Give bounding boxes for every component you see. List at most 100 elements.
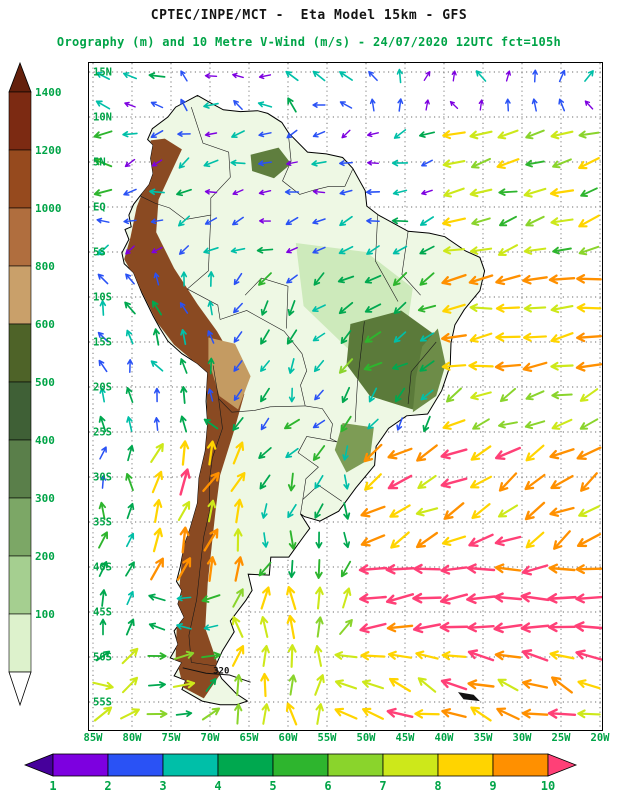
lon-label: 35W [473,732,493,744]
wind-arrow [548,563,576,574]
wind-arrow [551,676,573,694]
wind-arrow [95,71,111,80]
wind-scale-label: 9 [489,779,497,793]
wind-arrow [124,301,136,315]
wind-arrow [123,72,137,80]
wind-arrow [262,532,269,548]
wind-arrow [180,271,188,287]
wind-arrow [392,362,408,371]
wind-arrow [258,160,272,167]
wind-arrow [531,98,538,112]
wind-arrow [385,564,415,575]
lat-label: 10S [93,292,112,304]
wind-arrow [584,70,594,82]
wind-arrow [148,622,166,631]
wind-arrow [339,160,353,167]
wind-arrow [442,303,466,314]
wind-arrow [495,274,521,286]
wind-arrow [441,273,467,286]
wind-arrow [177,215,191,227]
wind-arrow [313,645,323,667]
wind-arrow [260,360,270,372]
wind-arrow [153,387,161,403]
wind-arrow [207,300,214,316]
lon-label: 25W [551,732,571,744]
wind-arrow [412,622,442,634]
wind-arrow [313,359,325,373]
wind-arrow [314,674,325,696]
wind-arrow [97,331,109,343]
wind-arrow [390,531,410,549]
wind-arrow [393,301,407,315]
wind-arrow [550,130,574,140]
wind-arrow [441,217,467,227]
wind-arrow [467,679,495,690]
wind-arrow [359,622,387,634]
wind-arrow [584,100,594,110]
wind-arrow [204,217,218,225]
orography-scale-label: 300 [35,492,55,505]
wind-arrow [532,69,538,83]
wind-arrow [179,468,191,496]
wind-arrow [260,329,270,345]
wind-arrow [260,417,270,431]
wind-arrow [311,160,327,167]
wind-arrow [207,499,217,523]
wind-arrow [579,388,599,402]
lon-label: 30W [512,732,532,744]
wind-arrow [124,101,136,108]
wind-arrow [369,98,376,112]
wind-arrow [312,332,326,342]
wind-arrow [314,474,324,490]
wind-arrow [396,417,403,431]
wind-arrow [284,188,300,196]
wind-arrow [363,443,383,463]
wind-arrow [146,709,168,718]
wind-arrow [499,215,517,227]
wind-arrow [523,303,547,313]
wind-arrow [505,70,511,82]
lat-label: 40S [93,562,112,574]
wind-arrow [360,651,386,661]
wind-arrow [284,418,300,430]
wind-arrow [580,472,598,492]
wind-scale-label: 8 [434,779,442,793]
orography-scale-label: 200 [35,550,55,563]
wind-arrow [176,557,192,581]
wind-arrow [206,440,217,466]
wind-arrow [234,674,243,696]
wind-arrow [451,70,457,82]
wind-arrow [496,158,520,169]
wind-arrow [286,274,298,284]
wind-arrow [421,159,433,167]
wind-arrow [393,331,407,343]
wind-arrow [396,68,403,84]
wind-arrow [340,560,352,578]
wind-arrow [312,130,326,138]
lon-label: 40W [434,732,454,744]
wind-arrow [258,561,272,577]
wind-arrow [363,361,383,371]
wind-arrow [286,329,298,345]
wind-arrow [339,189,353,196]
wind-arrow [365,189,381,196]
wind-arrow [389,504,411,518]
wind-arrow [497,129,519,140]
wind-arrow [339,71,353,81]
wind-arrow [422,415,431,433]
wind-arrow [525,531,545,549]
lon-label: 75W [161,732,181,744]
wind-arrow [361,679,385,690]
wind-arrow [494,650,522,661]
wind-arrow [314,559,323,579]
wind-arrow [261,644,270,668]
wind-arrow [521,649,549,662]
wind-arrow [472,418,490,430]
orography-scale-label: 400 [35,434,55,447]
orography-scale-label: 600 [35,318,55,331]
wind-arrow [260,586,271,610]
wind-arrow [233,302,243,314]
wind-arrow [547,621,577,633]
wind-arrow [203,246,219,255]
wind-arrow [467,649,495,662]
